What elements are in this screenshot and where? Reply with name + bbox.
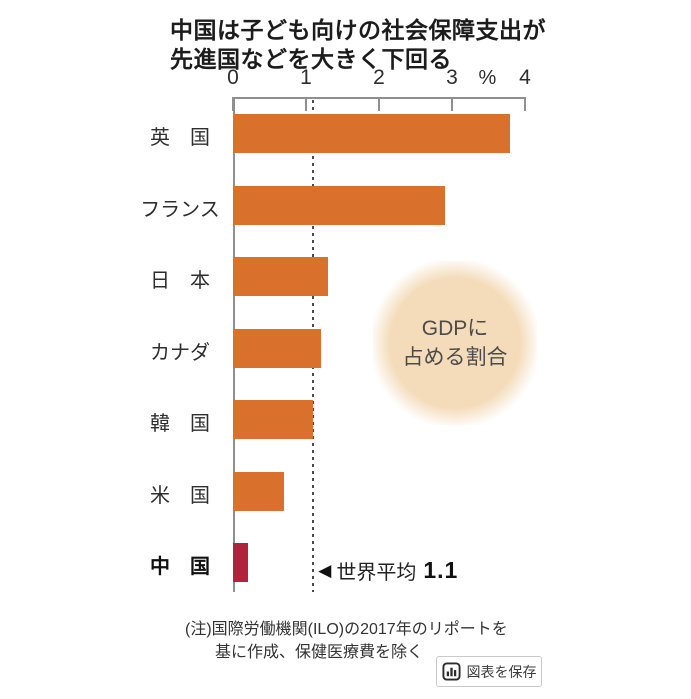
- x-axis-tick-2: [378, 97, 380, 111]
- bar-label-日本: 日 本: [150, 270, 210, 292]
- bar-label-米国: 米 国: [150, 484, 210, 507]
- save-chart-button-label: 図表を保存: [466, 663, 537, 680]
- x-axis-tick-label-1: 1: [300, 66, 312, 89]
- x-axis-tick-4: [524, 97, 526, 111]
- source-note: (注)国際労働機関(ILO)の2017年のリポートを 基に作成、保健医療費を除く: [185, 618, 508, 664]
- world-average-value: 1.1: [423, 557, 459, 583]
- bar-label-カナダ: カナダ: [150, 341, 210, 364]
- bar-chart-icon: [441, 662, 461, 681]
- left-triangle-icon: ◀: [318, 560, 332, 580]
- x-axis-tick-label-0: 0: [227, 66, 239, 89]
- chart-title-line1: 中国は子ども向けの社会保障支出が: [170, 17, 546, 43]
- x-axis-tick-3: [451, 97, 453, 111]
- bar-label-韓国: 韓 国: [150, 413, 210, 435]
- save-chart-button[interactable]: 図表を保存: [436, 656, 542, 687]
- bar-label-フランス: フランス: [140, 198, 220, 221]
- gdp-annotation-line1: GDPに: [421, 316, 489, 340]
- bar-label-中国: 中 国: [150, 556, 210, 578]
- gdp-annotation-line2: 占める割合: [402, 346, 508, 369]
- x-axis-tick-label-2: 2: [373, 66, 385, 89]
- bar-米国: [233, 471, 285, 511]
- x-axis-tick-label-4: 4: [519, 66, 531, 89]
- chart-title: 中国は子ども向けの社会保障支出が 先進国などを大きく下回る: [170, 16, 546, 74]
- gdp-share-annotation: GDPに 占める割合: [373, 261, 537, 425]
- bar-日本: [233, 257, 328, 296]
- x-axis-tick-0: [232, 97, 234, 111]
- bar-カナダ: [233, 328, 321, 368]
- axis-unit-label: %: [478, 67, 497, 89]
- x-axis-tick-label-3: 3: [446, 66, 458, 89]
- bar-フランス: [233, 185, 445, 225]
- x-axis-tick-1: [305, 97, 307, 111]
- bar-韓国: [233, 400, 314, 439]
- source-note-line1: (注)国際労働機関(ILO)の2017年のリポートを: [185, 621, 508, 638]
- bar-中国: [233, 543, 248, 582]
- source-note-line2: 基に作成、保健医療費を除く: [215, 644, 424, 662]
- world-average-label: 世界平均: [336, 562, 417, 584]
- bar-label-英国: 英 国: [150, 127, 210, 149]
- world-average-marker: ◀ 世界平均 1.1: [318, 556, 458, 585]
- bar-英国: [233, 114, 511, 153]
- chart-title-line2: 先進国などを大きく下回る: [170, 45, 452, 72]
